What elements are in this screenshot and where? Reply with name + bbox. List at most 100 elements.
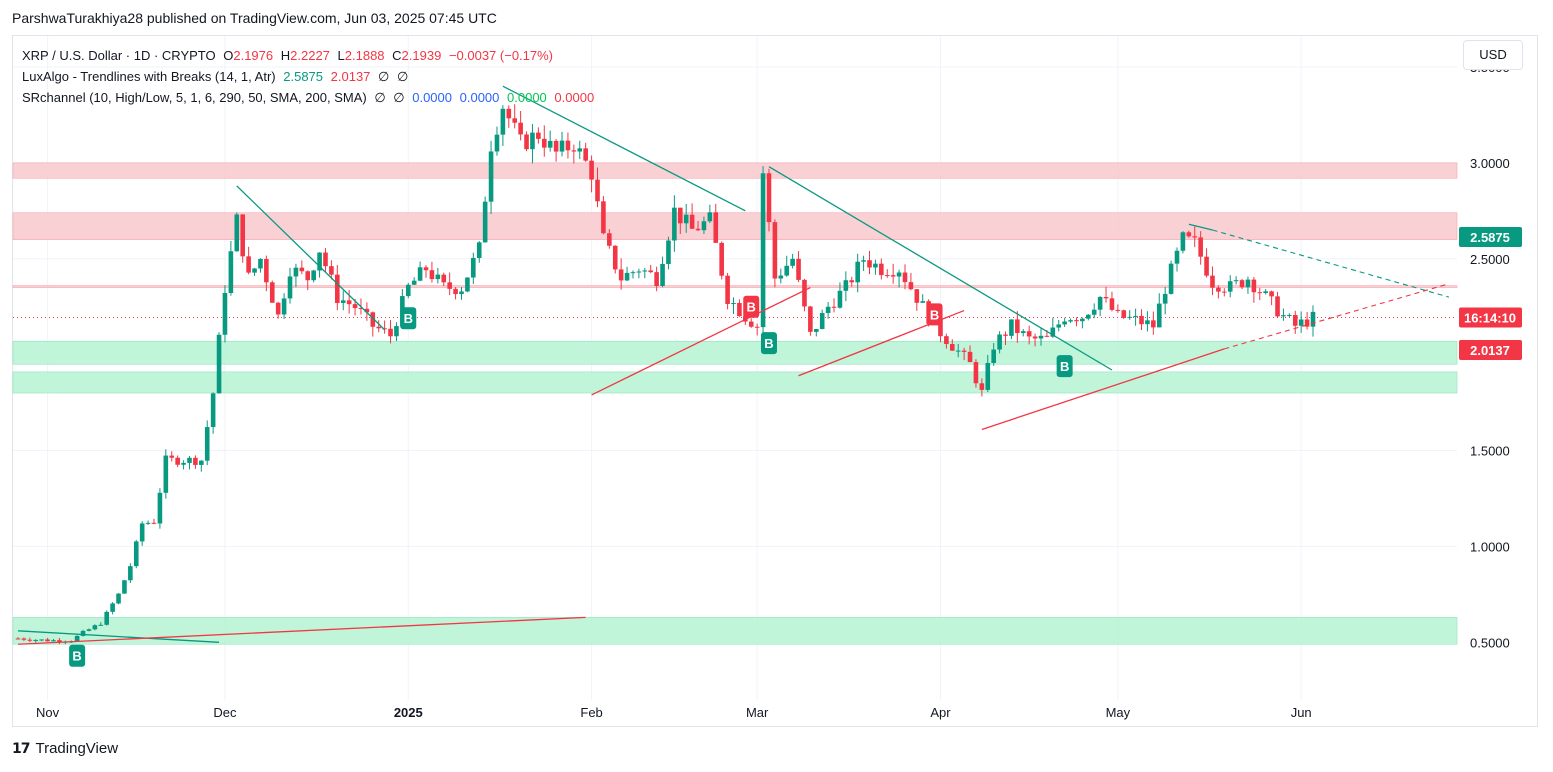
candle-body (281, 298, 287, 315)
price-label-tag (1459, 340, 1522, 361)
trendline-resistance (1188, 223, 1213, 231)
candle-body (737, 303, 742, 317)
y-tick-label: 2.5000 (1470, 252, 1510, 267)
breakout-signal-label: B (72, 649, 81, 664)
candle-body (1174, 250, 1180, 264)
tradingview-logo-icon: 17 (12, 740, 31, 757)
candle-body (867, 260, 872, 268)
breakout-signal-marker (69, 644, 86, 667)
high-value: 2.2227 (290, 48, 330, 63)
candle-body (695, 228, 701, 231)
candle-body (547, 140, 553, 148)
candle-body (110, 603, 115, 612)
candle-body (216, 334, 222, 394)
candle-body (1233, 280, 1239, 282)
candle-body (1204, 256, 1209, 276)
candle-body (405, 284, 411, 297)
candle-body (1145, 320, 1150, 325)
candle-body (116, 593, 121, 604)
candle-body (677, 207, 683, 224)
symbol-row[interactable]: XRP / U.S. Dollar · 1D · CRYPTO O2.1976 … (22, 45, 598, 66)
indicator-srchannel-name[interactable]: SRchannel (10, High/Low, 5, 1, 6, 290, 5… (22, 90, 367, 105)
breakout-signal-marker (926, 303, 943, 326)
indicator-luxalgo-value-1: 2.5875 (283, 69, 324, 84)
x-tick-label: Mar (746, 705, 769, 720)
candle-body (86, 629, 92, 631)
breakout-signal-label: B (930, 307, 939, 322)
support-zone (12, 371, 1458, 394)
candle-body (1121, 310, 1127, 318)
candle-body (849, 280, 855, 283)
candle-body (589, 160, 594, 180)
candle-body (1168, 263, 1174, 294)
candle-body (1085, 314, 1091, 319)
candle-body (311, 270, 316, 281)
candle-body (92, 625, 98, 630)
symbol-label[interactable]: XRP / U.S. Dollar · 1D · CRYPTO (22, 48, 216, 63)
candle-body (417, 267, 423, 281)
candle-body (583, 148, 588, 161)
tradingview-footer[interactable]: 17 TradingView (12, 740, 118, 757)
candle-body (660, 263, 665, 287)
indicator-srchannel-value-2: ∅ (393, 90, 405, 105)
candle-body (553, 140, 559, 152)
candle-body (541, 138, 547, 148)
candle-body (364, 308, 370, 313)
resistance-zone (12, 162, 1458, 179)
candle-body (1216, 287, 1221, 292)
upper-trendline-support (591, 286, 811, 396)
support-zone (12, 340, 1458, 365)
y-tick-label: 3.0000 (1470, 156, 1510, 171)
candle-body (1239, 280, 1245, 288)
indicator-luxalgo-name[interactable]: LuxAlgo - Trendlines with Breaks (14, 1,… (22, 69, 276, 84)
candle-body (210, 393, 216, 428)
indicator-luxalgo-row[interactable]: LuxAlgo - Trendlines with Breaks (14, 1,… (22, 66, 598, 87)
candle-body (731, 303, 736, 305)
candle-body (920, 301, 926, 303)
candle-body (1074, 320, 1079, 322)
candle-body (1097, 296, 1103, 310)
candle-body (193, 457, 198, 465)
x-tick-label: Dec (213, 705, 237, 720)
candle-body (1257, 292, 1263, 294)
candle-body (565, 140, 571, 151)
candle-body (447, 282, 452, 289)
candle-body (802, 279, 807, 307)
candle-body (305, 271, 311, 281)
candle-body (506, 108, 512, 119)
candle-body (293, 267, 299, 277)
candle-body (837, 290, 843, 308)
change-value: −0.0037 (−0.17%) (448, 48, 554, 63)
indicator-srchannel-row[interactable]: SRchannel (10, High/Low, 5, 1, 6, 290, 5… (22, 87, 598, 108)
candle-body (713, 212, 719, 243)
currency-button[interactable]: USD (1463, 40, 1523, 70)
breakout-signal-marker (760, 332, 777, 355)
candle-body (630, 272, 636, 274)
publish-line: ParshwaTurakhiya28 published on TradingV… (12, 10, 497, 26)
candle-body (1115, 309, 1121, 311)
trendline-resistance (768, 166, 1113, 371)
candle-body (813, 329, 819, 332)
candle-body (1222, 291, 1227, 293)
candle-body (914, 289, 920, 303)
candle-body (719, 242, 724, 276)
candle-body (701, 221, 707, 231)
candle-body (128, 566, 133, 581)
candle-body (707, 212, 713, 222)
candle-body (1151, 320, 1156, 328)
candle-body (471, 257, 476, 278)
candle-body (512, 118, 518, 123)
candle-body (1056, 324, 1062, 328)
low-value: 2.1888 (344, 48, 385, 63)
candle-body (808, 306, 813, 332)
candle-body (33, 639, 39, 641)
price-label-tag (1459, 307, 1522, 328)
breakout-signal-marker (743, 295, 760, 318)
candle-body (683, 214, 689, 224)
candle-body (607, 233, 612, 246)
candle-body (748, 321, 754, 327)
chart-frame (12, 35, 1538, 727)
indicator-srchannel-value-4: 0.0000 (459, 90, 500, 105)
candle-body (252, 268, 257, 273)
